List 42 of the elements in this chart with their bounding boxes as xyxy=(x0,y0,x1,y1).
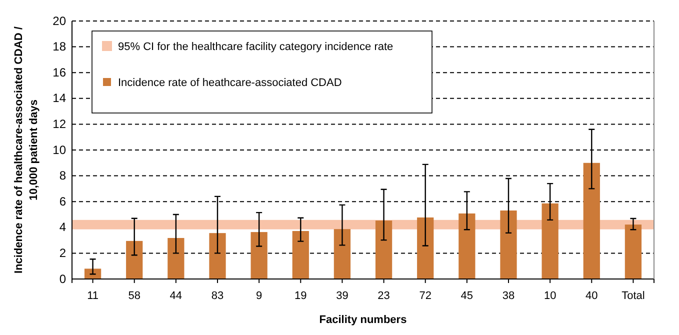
x-tick-label: 83 xyxy=(211,290,224,302)
bar xyxy=(624,224,642,279)
x-axis-title: Facility numbers xyxy=(319,314,407,326)
x-tick-label: 44 xyxy=(170,290,182,302)
bar xyxy=(458,213,476,279)
x-tick-label: 58 xyxy=(128,290,140,302)
bar xyxy=(542,203,558,279)
x-tick-label: 9 xyxy=(256,290,262,302)
y-tick-label: 18 xyxy=(52,40,66,54)
x-tick-label: 39 xyxy=(336,290,348,302)
y-tick-label: 12 xyxy=(52,117,66,132)
x-tick-label: 10 xyxy=(544,290,556,302)
bar xyxy=(583,162,600,279)
y-tick-label: 6 xyxy=(59,194,66,208)
y-tick-label: 16 xyxy=(52,65,66,80)
bar xyxy=(209,233,226,279)
bar xyxy=(334,229,351,279)
bar xyxy=(126,240,143,279)
legend-label: Incidence rate of heathcare-associated CDAD xyxy=(118,77,342,89)
bar xyxy=(500,210,517,279)
y-tick-label: 8 xyxy=(59,168,66,183)
x-tick-label: 72 xyxy=(419,290,432,302)
bar xyxy=(250,232,268,279)
y-tick-label: 20 xyxy=(52,14,66,28)
x-tick-label: 38 xyxy=(502,290,515,302)
y-tick-label: 10 xyxy=(52,142,66,157)
y-tick-label: 14 xyxy=(52,91,66,106)
x-tick-label: 45 xyxy=(460,290,474,302)
y-tick-label: 2 xyxy=(59,246,66,260)
y-tick-label: 0 xyxy=(59,272,66,286)
legend-label: 95% CI for the healthcare facility category incidence rate xyxy=(118,41,394,53)
x-tick-label: 23 xyxy=(378,290,390,302)
x-tick-label: 40 xyxy=(586,290,598,302)
x-tick-label: 19 xyxy=(294,290,307,302)
bar xyxy=(292,231,309,279)
y-tick-label: 4 xyxy=(59,220,66,234)
x-tick-label: Total xyxy=(622,290,645,302)
bar xyxy=(375,220,392,279)
x-tick-label: 11 xyxy=(87,290,98,302)
bar xyxy=(417,217,434,279)
y-axis-title: Incidence rate of healthcare-associated CDAD / 10,000 patient days xyxy=(13,26,40,274)
bar xyxy=(168,238,184,279)
